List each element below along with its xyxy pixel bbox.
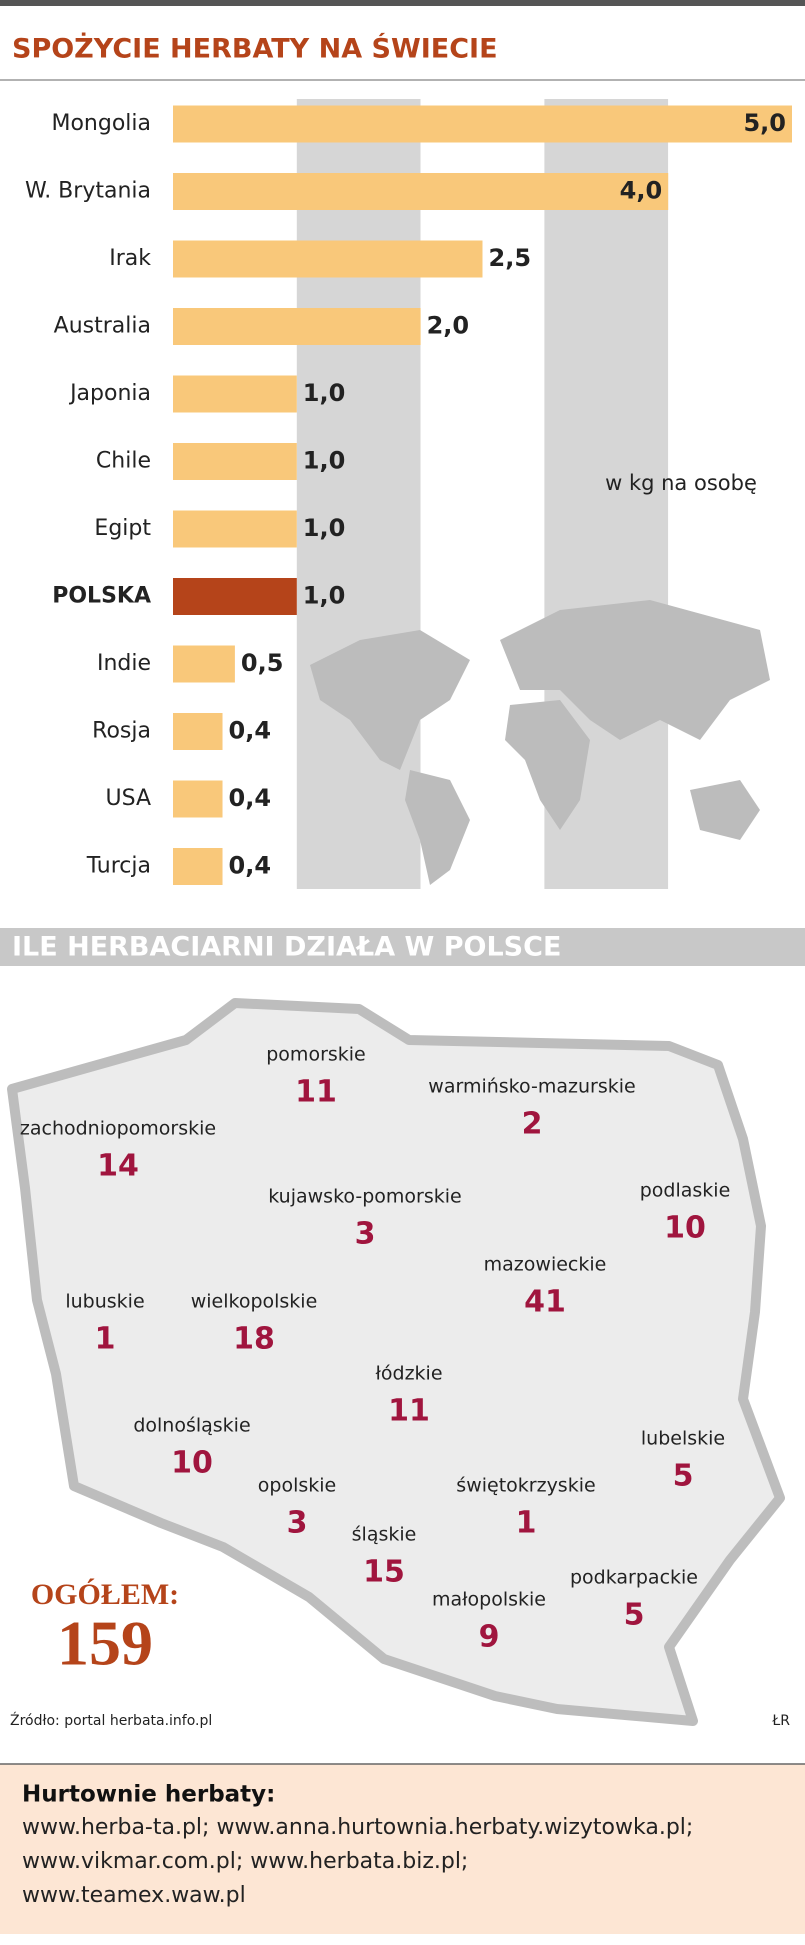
region-name: podkarpackie (570, 1567, 698, 1589)
region-name: lubuskie (65, 1291, 144, 1313)
region-value: 18 (233, 1322, 275, 1357)
value-label: 0,5 (241, 649, 284, 677)
bar (173, 848, 223, 885)
region-value: 2 (522, 1107, 543, 1142)
region-name: dolnośląskie (133, 1415, 250, 1437)
region-value: 10 (171, 1446, 213, 1481)
category-label: Irak (109, 246, 151, 271)
region-name: łódzkie (375, 1363, 442, 1385)
region-value: 5 (624, 1598, 645, 1633)
category-label: Turcja (86, 854, 151, 879)
footer-line: www.herba-ta.pl; www.anna.hurtownia.herb… (22, 1815, 693, 1840)
region-name: lubelskie (641, 1428, 725, 1450)
grid-band (296, 99, 421, 889)
value-label: 0,4 (229, 852, 272, 880)
footer-box (0, 1764, 805, 1934)
region-value: 11 (388, 1394, 430, 1429)
region-value: 1 (516, 1506, 537, 1541)
category-label: Mongolia (51, 111, 151, 136)
category-label: USA (105, 786, 151, 811)
world-map (310, 600, 770, 885)
total-value: 159 (57, 1608, 153, 1679)
region-value: 41 (524, 1285, 566, 1320)
bar (173, 780, 223, 818)
region-name: świętokrzyskie (456, 1475, 595, 1497)
grid-band (173, 99, 297, 889)
region-value: 14 (97, 1149, 139, 1184)
bar (173, 713, 223, 750)
region-name: mazowieckie (484, 1254, 607, 1276)
footer-line: www.teamex.waw.pl (22, 1883, 246, 1908)
region-value: 10 (664, 1211, 706, 1246)
value-label: 0,4 (229, 717, 272, 745)
author: ŁR (771, 1713, 790, 1729)
section-header (0, 928, 805, 966)
bar (173, 375, 297, 413)
chart-subtitle: w kg na osobę (605, 471, 757, 495)
bar (173, 105, 792, 143)
poland-outline (7, 998, 785, 1726)
region-name: warmińsko-mazurskie (428, 1076, 635, 1098)
bar (173, 308, 421, 345)
value-label: 1,0 (303, 582, 346, 610)
top-rule (0, 0, 805, 6)
value-label: 4,0 (620, 177, 663, 205)
region-name: podlaskie (640, 1180, 731, 1202)
region-name: wielkopolskie (191, 1291, 318, 1313)
bar (173, 510, 297, 548)
region-value: 11 (295, 1075, 337, 1110)
region-value: 5 (673, 1459, 694, 1494)
bar (173, 240, 483, 278)
region-name: zachodniopomorskie (20, 1118, 216, 1140)
region-name: śląskie (352, 1524, 417, 1546)
south-america (405, 770, 470, 885)
value-label: 2,0 (427, 312, 470, 340)
value-label: 0,4 (229, 784, 272, 812)
region-value: 3 (355, 1217, 376, 1252)
region-name: opolskie (258, 1475, 336, 1497)
category-label: Chile (96, 449, 151, 474)
total-label: OGÓŁEM: (31, 1578, 179, 1611)
grid-band (420, 99, 545, 889)
category-label: Australia (54, 314, 151, 339)
category-label: W. Brytania (25, 179, 151, 204)
north-america (310, 630, 470, 770)
region-name: pomorskie (266, 1044, 366, 1066)
category-label: POLSKA (52, 584, 151, 609)
value-label: 2,5 (489, 244, 532, 272)
region-value: 9 (479, 1620, 500, 1655)
category-label: Egipt (94, 516, 151, 541)
region-value: 15 (363, 1555, 405, 1590)
source: Źródło: portal herbata.info.pl (10, 1711, 212, 1729)
africa (505, 700, 590, 830)
bar (173, 443, 297, 480)
section-title: ILE HERBACIARNI DZIAŁA W POLSCE (12, 932, 561, 963)
eurasia (500, 600, 770, 740)
category-label: Rosja (92, 719, 151, 744)
footer-line: www.vikmar.com.pl; www.herbata.biz.pl; (22, 1849, 468, 1874)
category-label: Indie (97, 651, 151, 676)
bar (173, 578, 297, 615)
australia (690, 780, 760, 840)
region-name: kujawsko-pomorskie (268, 1186, 461, 1208)
value-label: 5,0 (743, 109, 786, 137)
bar (173, 173, 669, 210)
region-name: małopolskie (432, 1589, 546, 1611)
region-value: 1 (95, 1322, 116, 1357)
value-label: 1,0 (303, 514, 346, 542)
region-value: 3 (287, 1506, 308, 1541)
plot: Mongolia 5,0 W. Brytania 4,0 Irak 2,5 Australi… (25, 99, 792, 889)
category-label: Japonia (68, 381, 151, 406)
grid-band (668, 99, 792, 889)
footer-title: Hurtownie herbaty: (22, 1782, 275, 1808)
bar (173, 645, 235, 683)
chart-title: SPOŻYCIE HERBATY NA ŚWIECIE (12, 33, 498, 65)
value-label: 1,0 (303, 447, 346, 475)
value-label: 1,0 (303, 379, 346, 407)
